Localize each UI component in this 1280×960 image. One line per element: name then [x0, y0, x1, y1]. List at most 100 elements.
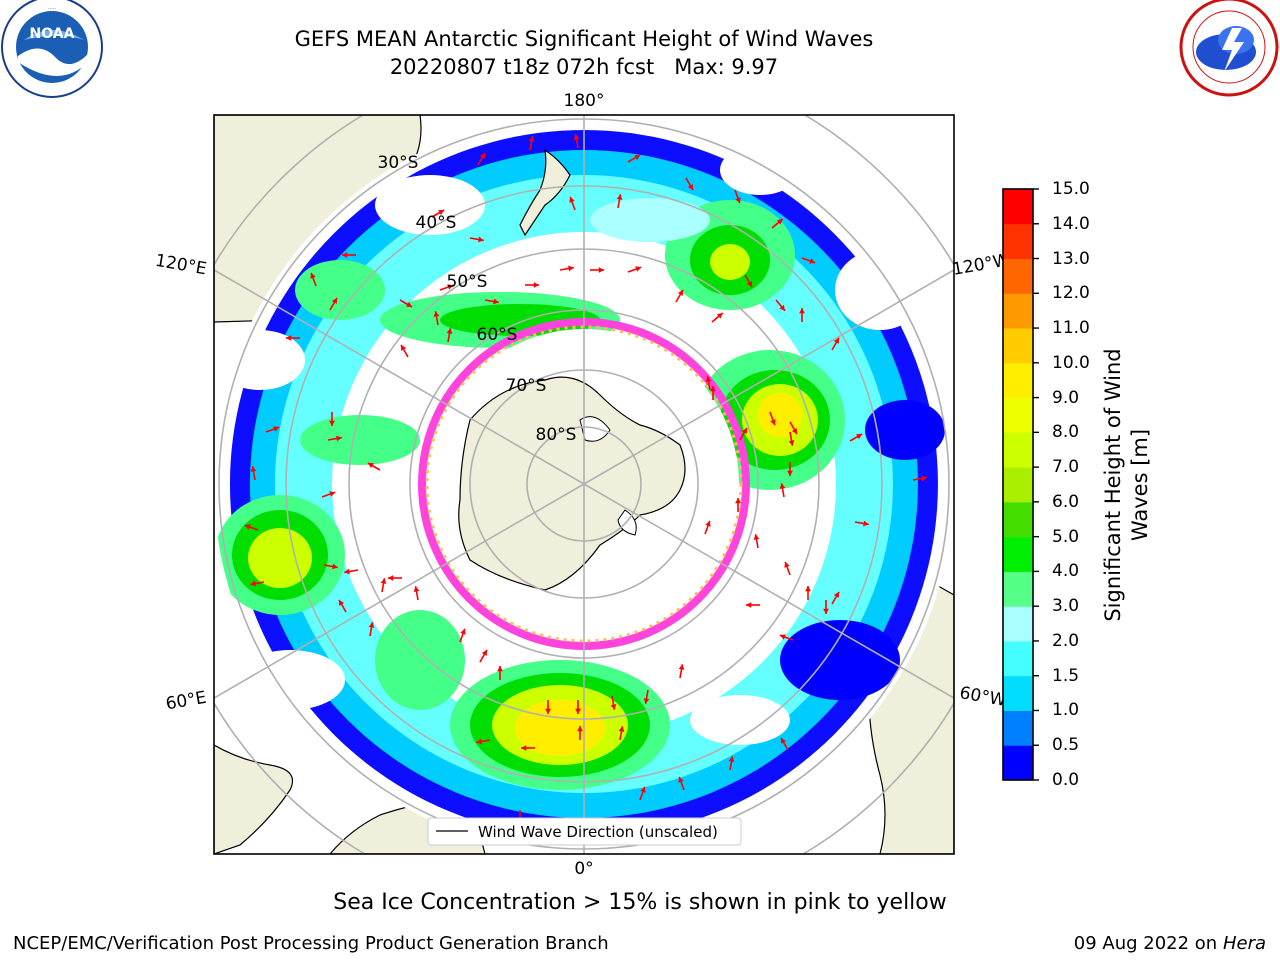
footer-credit: NCEP/EMC/Verification Post Processing Pr… — [13, 933, 609, 954]
colorbar-segment — [1003, 606, 1033, 642]
colorbar-tick-label: 13.0 — [1052, 248, 1090, 269]
wave-direction-arrowhead — [746, 281, 752, 288]
wave-direction-arrowhead — [478, 236, 484, 243]
footer-host: Hera — [1222, 933, 1266, 954]
wave-direction-arrowhead — [776, 219, 783, 225]
wave-direction-arrowhead — [310, 272, 316, 279]
noaa-logo: NOAA ····· — [1, 0, 103, 98]
wave-direction-arrowhead — [705, 520, 711, 527]
map-legend-label: Wind Wave Direction (unscaled) — [478, 823, 718, 841]
colorbar-segment — [1003, 467, 1033, 503]
wave-direction-arrowhead — [809, 258, 816, 264]
noaa-logo-text: NOAA — [30, 26, 75, 42]
colorbar-tick-label: 9.0 — [1052, 387, 1080, 408]
colorbar-segment — [1003, 640, 1033, 677]
wave-direction-arrowhead — [643, 698, 650, 704]
colorbar-segment — [1003, 223, 1033, 260]
map-subtitle: 20220807 t18z 072h fcst Max: 9.97 — [389, 55, 779, 79]
wave-direction-arrowhead — [286, 335, 292, 341]
colorbar-segment — [1003, 710, 1033, 746]
colorbar-tick-label: 0.5 — [1052, 735, 1080, 756]
wave-direction-arrowhead — [687, 184, 693, 191]
wave-direction-arrowhead — [770, 419, 776, 426]
wave-direction-arrowhead — [476, 738, 482, 745]
lat-label-60s: 60°S — [477, 325, 518, 345]
colorbar-label: Significant Height of Wind Waves [m] — [1101, 348, 1152, 622]
wave-direction-arrowhead — [799, 308, 805, 314]
graticule — [214, 115, 954, 854]
wave-direction-arrowhead — [575, 708, 581, 714]
wave-direction-arrowhead — [331, 297, 337, 304]
colorbar-tick-label: 10.0 — [1052, 352, 1090, 373]
wave-direction-arrowhead — [401, 344, 407, 351]
colorbar-segment — [1003, 397, 1033, 433]
svg-text:·····: ····· — [48, 6, 56, 12]
lon-label-180: 180° — [564, 91, 605, 111]
wave-direction-arrowhead — [921, 475, 927, 482]
colorbar-segment — [1003, 362, 1033, 399]
wind-wave-direction-arrows — [244, 134, 927, 824]
wave-direction-arrowhead — [678, 776, 684, 783]
colorbar-tick-label: 14.0 — [1052, 213, 1090, 234]
wave-direction-arrowhead — [339, 599, 345, 606]
wave-direction-arrowhead — [863, 520, 869, 527]
colorbar-tick-label: 7.0 — [1052, 457, 1080, 478]
wave-direction-arrowhead — [856, 434, 863, 440]
colorbar-tick-label: 11.0 — [1052, 318, 1090, 339]
wave-direction-arrowhead — [273, 426, 280, 432]
wave-direction-arrowhead — [250, 466, 257, 472]
lat-label-40s: 40°S — [416, 213, 457, 233]
lon-label-120e: 120°E — [154, 251, 208, 280]
wave-direction-arrowhead — [413, 586, 420, 592]
lat-label-30s: 30°S — [378, 153, 419, 173]
wave-direction-arrowhead — [823, 608, 829, 614]
wave-direction-arrowhead — [784, 561, 790, 568]
lon-label-60e: 60°E — [164, 688, 208, 715]
wave-direction-arrowhead — [735, 498, 741, 504]
colorbar-tick-label: 0.0 — [1052, 770, 1080, 790]
wave-direction-arrowhead — [677, 289, 683, 296]
lon-label-0: 0° — [574, 859, 593, 879]
colorbar-segment — [1003, 293, 1033, 329]
wave-direction-arrowhead — [746, 602, 752, 608]
wave-direction-arrowhead — [728, 756, 735, 762]
wave-direction-arrowhead — [791, 428, 797, 435]
wave-direction-arrowhead — [598, 267, 604, 273]
colorbar-tick-label: 12.0 — [1052, 283, 1090, 304]
wave-direction-arrowhead — [779, 634, 786, 640]
wave-direction-arrowhead — [528, 136, 535, 142]
colorbar-segment — [1003, 328, 1033, 364]
footer-date-text: 09 Aug 2022 on — [1073, 933, 1218, 954]
wave-direction-arrowhead — [479, 152, 485, 159]
wave-direction-arrowhead — [710, 386, 716, 392]
colorbar-tick-label: 4.0 — [1052, 561, 1080, 582]
lat-label-70s: 70°S — [506, 376, 547, 396]
wave-direction-arrowhead — [433, 311, 440, 317]
antarctica — [458, 376, 686, 591]
colorbar-segment — [1003, 432, 1033, 468]
colorbar-segment — [1003, 189, 1033, 225]
wave-direction-arrowhead — [250, 580, 256, 587]
wave-direction-arrowhead — [438, 210, 445, 216]
wave-direction-arrowhead — [329, 420, 335, 426]
colorbar-segment — [1003, 675, 1033, 711]
colorbar-tick-label: 15.0 — [1052, 179, 1090, 199]
nws-logo — [1179, 0, 1279, 97]
wave-direction-arrowhead — [610, 704, 617, 710]
wave-direction-arrowhead — [481, 649, 487, 656]
lat-label-80s: 80°S — [536, 425, 577, 445]
colorbar-segment — [1003, 536, 1033, 572]
wave-direction-arrowhead — [640, 786, 646, 793]
wave-direction-arrowhead — [342, 252, 348, 258]
wave-direction-arrowhead — [545, 708, 551, 714]
wave-direction-arrowhead — [705, 376, 712, 382]
wave-direction-arrowhead — [618, 726, 625, 732]
wave-direction-arrowhead — [332, 563, 338, 570]
wave-direction-arrowhead — [497, 666, 503, 672]
colorbar-tick-label: 6.0 — [1052, 491, 1080, 512]
wave-direction-arrowhead — [678, 664, 685, 670]
wave-direction-arrowhead — [460, 628, 466, 635]
wave-direction-arrowhead — [779, 483, 786, 489]
sea-ice-note: Sea Ice Concentration > 15% is shown in … — [333, 890, 947, 915]
